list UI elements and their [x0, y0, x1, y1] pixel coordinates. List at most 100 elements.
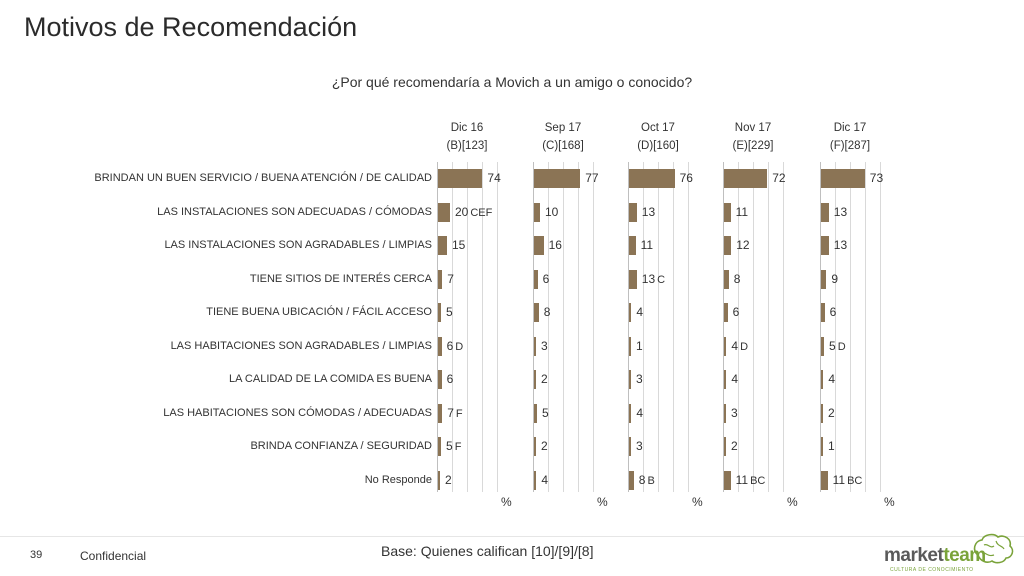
category-label: No Responde — [364, 473, 432, 486]
gridline — [593, 162, 594, 492]
data-bar — [821, 370, 824, 389]
data-label: 6 — [543, 270, 550, 289]
data-label: 15 — [452, 236, 465, 255]
data-value: 5 — [446, 439, 453, 453]
data-bar — [629, 236, 636, 255]
gridline — [783, 162, 784, 492]
data-bar — [629, 336, 631, 356]
gridline — [578, 162, 579, 492]
data-value: 6 — [446, 338, 454, 353]
data-bar — [534, 370, 536, 389]
data-value: 11 — [640, 238, 654, 252]
data-bar — [438, 169, 483, 188]
data-value: 3 — [541, 338, 548, 353]
data-bar — [724, 403, 726, 423]
data-value: 2 — [828, 405, 835, 420]
data-label: 4 — [541, 471, 548, 490]
data-value: 6 — [829, 305, 837, 319]
data-bar — [821, 169, 865, 188]
data-value: 15 — [452, 238, 466, 252]
gridline — [452, 162, 453, 492]
data-label: 7 — [447, 270, 454, 289]
gridline — [738, 162, 739, 492]
data-bar — [438, 336, 442, 356]
data-value: 76 — [679, 171, 693, 185]
data-value: 7 — [447, 271, 454, 286]
data-label: 11 — [736, 203, 748, 222]
data-label: 3 — [731, 404, 738, 423]
category-label: LAS INSTALACIONES SON AGRADABLES / LIMPI… — [164, 239, 432, 251]
gridline — [658, 162, 659, 492]
data-bar — [724, 236, 732, 255]
data-value: 10 — [545, 204, 559, 219]
significance-letters: B — [647, 474, 655, 487]
logo-team-text: team — [943, 545, 986, 566]
data-value: 8 — [638, 472, 646, 487]
data-value: 3 — [731, 405, 738, 420]
panel-axis — [437, 162, 438, 492]
data-bar — [438, 202, 450, 222]
data-value: 13 — [641, 204, 656, 219]
base-note: Base: Quienes califican [10]/[9]/[8] — [381, 543, 594, 559]
category-label: LAS INSTALACIONES SON ADECUADAS / CÓMODA… — [157, 205, 432, 218]
gridline — [548, 162, 549, 492]
data-label: 13 C — [642, 270, 665, 290]
data-value: 1 — [636, 338, 643, 353]
data-bar — [534, 403, 537, 423]
data-value: 13 — [641, 271, 656, 286]
chart-question: ¿Por qué recomendaría a Movich a un amig… — [0, 74, 1024, 90]
gridline — [880, 162, 881, 492]
gridline — [688, 162, 689, 492]
panel-axis — [628, 162, 629, 492]
category-label: TIENE SITIOS DE INTERÉS CERCA — [249, 272, 432, 285]
data-value: 9 — [831, 271, 839, 286]
data-label: 74 — [487, 169, 500, 188]
data-bar — [821, 303, 825, 322]
data-bar — [629, 470, 634, 490]
data-bar — [629, 403, 632, 423]
data-value: 2 — [731, 439, 738, 453]
data-bar — [438, 470, 440, 490]
page-title: Motivos de Recomendación — [24, 12, 358, 42]
data-label: 3 — [541, 337, 548, 356]
category-label: BRINDAN UN BUEN SERVICIO / BUENA ATENCIÓ… — [94, 172, 432, 184]
significance-letters: F — [455, 407, 463, 420]
gridline — [753, 162, 754, 492]
gridline — [673, 162, 674, 492]
significance-letters: D — [837, 340, 846, 353]
data-value: 13 — [833, 238, 848, 252]
marketteam-logo: marketteam CULTURA DE CONOCIMIENTO — [884, 531, 1014, 575]
data-label: 3 — [636, 370, 643, 389]
data-label: 1 — [636, 337, 643, 356]
data-label: 10 — [545, 203, 558, 222]
confidential-label: Confidencial — [80, 549, 147, 563]
data-label: 76 — [680, 169, 693, 188]
data-value: 11 — [735, 472, 749, 487]
data-bar — [534, 202, 540, 222]
data-value: 4 — [731, 338, 739, 353]
gridline — [482, 162, 483, 492]
data-value: 8 — [733, 271, 741, 286]
data-bar — [724, 437, 726, 456]
data-bar — [438, 370, 442, 389]
panel-axis — [533, 162, 534, 492]
data-label: 11 BC — [833, 471, 863, 491]
data-value: 4 — [541, 472, 549, 487]
data-value: 73 — [869, 171, 884, 185]
data-bar — [724, 303, 728, 322]
panel-header: Dic 17 (F)[287] — [805, 119, 895, 155]
significance-letters: BC — [750, 474, 766, 487]
data-value: 2 — [445, 472, 452, 487]
data-label: 1 — [828, 437, 835, 456]
data-label: 8 — [734, 270, 741, 289]
data-label: 8 — [544, 303, 551, 322]
significance-letters: D — [455, 340, 464, 353]
logo-tagline: CULTURA DE CONOCIMIENTO — [890, 567, 974, 573]
significance-letters: C — [657, 273, 666, 286]
panel-header: Nov 17 (E)[229] — [708, 119, 798, 155]
panel-base: (E)[229] — [732, 140, 774, 152]
data-bar — [724, 370, 727, 389]
